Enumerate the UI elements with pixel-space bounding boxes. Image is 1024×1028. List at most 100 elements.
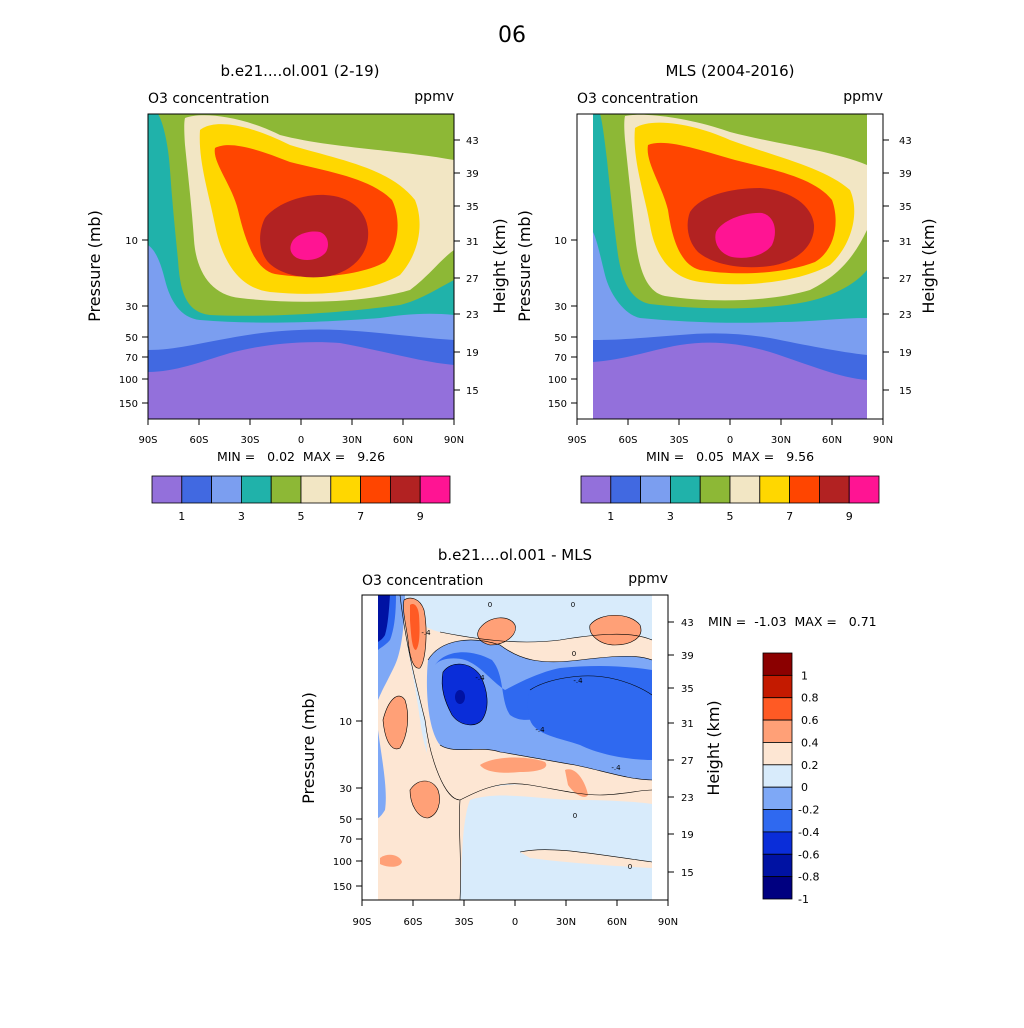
y-tick: 150: [548, 399, 567, 410]
panel-diff-ylabel: Pressure (mb): [299, 692, 318, 804]
colorbar-swatch: [762, 674, 793, 699]
y-tick: 150: [333, 882, 352, 893]
colorbar-swatch: [762, 831, 793, 855]
colorbar-swatch: [762, 652, 793, 676]
y-tick: 100: [548, 375, 567, 386]
y-tick: 10: [125, 236, 138, 247]
panel-model-units: ppmv: [414, 89, 454, 105]
panel-mls-left-label: O3 concentration: [577, 91, 698, 107]
colorbar-swatch: [762, 809, 793, 833]
panel-model-ylabel: Pressure (mb): [85, 210, 104, 322]
height-tick: 15: [899, 386, 912, 397]
colorbar-label: 0: [801, 781, 808, 794]
y-tick: 10: [339, 717, 352, 728]
contour-label: -.4: [421, 629, 431, 637]
y-tick: 150: [119, 399, 138, 410]
x-tick: 90S: [138, 435, 157, 446]
x-tick: 60N: [393, 435, 413, 446]
height-tick: 23: [899, 310, 912, 321]
colorbar-swatch: [181, 475, 213, 504]
colorbar-label: 7: [786, 510, 793, 523]
x-tick: 90S: [352, 917, 371, 928]
colorbar-mls: 1 3 5 7 9: [580, 475, 880, 523]
colorbar-swatch: [580, 475, 612, 504]
colorbar-label: 1: [801, 669, 808, 682]
colorbar-swatch: [610, 475, 641, 504]
x-tick: 90N: [444, 435, 464, 446]
colorbar-swatch: [330, 475, 361, 504]
y-tick: 70: [125, 353, 138, 364]
panel-diff: b.e21....ol.001 - MLS O3 concentration p…: [299, 546, 877, 928]
panel-diff-title: b.e21....ol.001 - MLS: [438, 546, 592, 564]
panel-diff-units: ppmv: [628, 571, 668, 587]
x-tick: 30N: [342, 435, 362, 446]
colorbar-label: 9: [417, 510, 424, 523]
panel-model-x-ticks: 90S 60S 30S 0 30N 60N 90N: [138, 435, 464, 446]
pos-thin: [520, 849, 652, 868]
panel-mls-units: ppmv: [843, 89, 883, 105]
pos-spot-2: [477, 617, 516, 645]
x-tick: 30S: [669, 435, 688, 446]
y-tick: 70: [339, 835, 352, 846]
colorbar-label: 0.4: [801, 736, 819, 749]
y-tick: 30: [554, 302, 567, 313]
x-tick: 0: [727, 435, 733, 446]
colorbar-label: -0.2: [798, 804, 819, 817]
pos-spot-8: [380, 854, 402, 867]
height-tick: 15: [466, 386, 479, 397]
colorbar-label: 5: [298, 510, 305, 523]
colorbar-swatch: [762, 742, 793, 766]
colorbar-swatch: [762, 853, 793, 878]
colorbar-swatch: [211, 475, 242, 504]
panel-model-tickmarks: [142, 139, 460, 425]
panel-mls-tickmarks: [571, 139, 889, 425]
contour-label: 0: [628, 863, 632, 871]
colorbar-swatch: [640, 475, 671, 504]
x-tick: 90N: [873, 435, 893, 446]
pos-spot-5: [410, 781, 440, 818]
contour-lines: [382, 595, 652, 900]
x-tick: 90N: [658, 917, 678, 928]
colorbar-swatch: [789, 475, 820, 504]
height-tick: 43: [899, 136, 912, 147]
height-tick: 19: [466, 348, 479, 359]
colorbar-label: 9: [846, 510, 853, 523]
panel-model-contours: [148, 114, 454, 419]
x-tick: 60S: [618, 435, 637, 446]
colorbar-swatch: [419, 475, 451, 504]
colorbar-swatch: [151, 475, 183, 504]
height-tick: 27: [681, 756, 694, 767]
panel-model-ylabel-right: Height (km): [490, 218, 509, 313]
neg-strip-darkest: [378, 595, 390, 642]
colorbar-label: 1: [607, 510, 614, 523]
height-tick: 15: [681, 868, 694, 879]
x-tick: 30S: [240, 435, 259, 446]
panel-diff-ylabel-right: Height (km): [704, 700, 723, 795]
panel-model-y-ticks: 10 30 50 70 100 150: [119, 236, 138, 410]
colorbar-swatch: [848, 475, 880, 504]
height-tick: 35: [681, 684, 694, 695]
neg-lower-strip: [378, 730, 386, 818]
height-tick: 19: [681, 830, 694, 841]
colorbar-swatch: [759, 475, 790, 504]
pos-spot-3: [589, 615, 641, 645]
y-tick: 30: [125, 302, 138, 313]
x-tick: 60N: [607, 917, 627, 928]
y-tick: 50: [125, 333, 138, 344]
level-10: [715, 212, 775, 258]
x-tick: 90S: [567, 435, 586, 446]
figure-title: 06: [498, 23, 526, 48]
panel-diff-left-label: O3 concentration: [362, 573, 483, 589]
colorbar-swatch: [819, 475, 850, 504]
colorbar-label: -0.8: [798, 871, 819, 884]
colorbar-swatch: [670, 475, 701, 504]
colorbar-swatch: [240, 475, 272, 504]
panel-diff-tickmarks: [356, 621, 674, 906]
colorbar-label: -0.6: [798, 848, 819, 861]
contour-label: -.4: [535, 726, 545, 734]
panel-mls-contours: [593, 114, 867, 419]
colorbar-model: 1 3 5 7 9: [151, 475, 451, 523]
y-tick: 10: [554, 236, 567, 247]
pos-spot-1-core: [410, 604, 420, 650]
y-tick: 30: [339, 784, 352, 795]
